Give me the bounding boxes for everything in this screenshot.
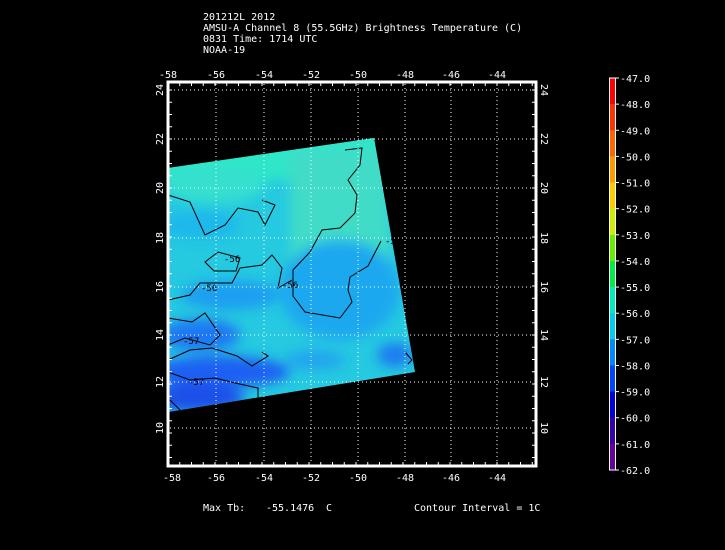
left-lat-labels: 24 22 20 18 16 14 12 10: [155, 84, 166, 434]
lon-label: -52: [302, 473, 320, 484]
lat-label: 16: [155, 281, 166, 293]
contour-label: -56: [201, 284, 217, 294]
colorbar-segment: [610, 260, 615, 288]
lat-label: 16: [538, 281, 549, 293]
colorbar-segment: [610, 182, 615, 210]
contour-lines: [167, 147, 413, 411]
colorbar-segment: [610, 339, 615, 366]
max-tb-value: -55.1476: [266, 503, 315, 514]
colorbar-label: -61.0: [620, 440, 650, 451]
lon-label: -48: [396, 70, 414, 81]
colorbar-label: -60.0: [620, 414, 650, 425]
colorbar-segment: [610, 417, 615, 445]
lat-label: 22: [155, 133, 166, 145]
colorbar: [609, 77, 619, 471]
contour-interval: Contour Interval = 1C: [414, 503, 541, 514]
lon-label: -46: [442, 70, 460, 81]
colorbar-label: -53.0: [620, 231, 650, 242]
axis-ticks: [167, 82, 536, 466]
colorbar-segment: [610, 365, 615, 393]
contour-label: -56: [282, 281, 298, 291]
title-line-2: AMSU-A Channel 8 (55.5GHz) Brightness Te…: [203, 23, 523, 34]
lon-label: -58: [163, 473, 181, 484]
colorbar-segment: [610, 313, 615, 340]
colorbar-label: -62.0: [620, 466, 650, 477]
colorbar-label: -47.0: [620, 74, 650, 85]
colorbar-labels: -47.0 -48.0 -49.0 -50.0 -51.0 -52.0 -53.0 -54.0…: [620, 74, 650, 477]
title-line-1: 201212L 2012: [203, 12, 276, 23]
colorbar-label: -50.0: [620, 152, 650, 163]
lat-label: 20: [538, 182, 549, 194]
lat-label: 24: [538, 84, 549, 96]
lat-label: 14: [538, 329, 549, 341]
lon-label: -50: [349, 70, 367, 81]
lon-label: -44: [488, 473, 506, 484]
contour-label: -56: [224, 255, 240, 265]
contour-label: -57: [188, 378, 204, 388]
colorbar-segment: [610, 156, 615, 184]
title-line-4: NOAA-19: [203, 45, 246, 56]
colorbar-label: -54.0: [620, 257, 650, 268]
colorbar-label: -51.0: [620, 179, 650, 190]
lat-label: 24: [155, 84, 166, 96]
colorbar-label: -58.0: [620, 361, 650, 372]
right-lat-labels: 24 22 20 18 16 14 12 10: [538, 84, 549, 434]
max-tb-label: Max Tb:: [203, 503, 246, 514]
lat-label: 12: [155, 376, 166, 388]
lon-label: -44: [488, 70, 506, 81]
lat-label: 12: [538, 376, 549, 388]
lat-label: 18: [538, 232, 549, 244]
lon-label: -54: [255, 70, 273, 81]
colorbar-segment: [610, 208, 615, 236]
lon-label: -56: [207, 473, 225, 484]
colorbar-label: -48.0: [620, 100, 650, 111]
colorbar-frame: [609, 77, 616, 471]
colorbar-label: -52.0: [620, 205, 650, 216]
lon-label: -50: [349, 473, 367, 484]
colorbar-segment: [610, 234, 615, 262]
colorbar-label: -56.0: [620, 309, 650, 320]
max-tb-unit: C: [326, 503, 333, 514]
brightness-swath: [168, 138, 415, 412]
colorbar-label: -59.0: [620, 388, 650, 399]
contour-label: -56: [385, 237, 401, 247]
lon-label: -52: [302, 70, 320, 81]
lat-lon-grid: [170, 84, 534, 464]
colorbar-segment: [610, 287, 615, 314]
lon-label: -48: [396, 473, 414, 484]
lat-label: 14: [155, 329, 166, 341]
lon-label: -56: [207, 70, 225, 81]
lon-label: -58: [159, 70, 177, 81]
contour-label: -57: [183, 337, 199, 347]
contour-labels: -56 -56 -56 -57 -57 -56: [183, 237, 401, 388]
colorbar-label: -57.0: [620, 335, 650, 346]
lat-label: 22: [538, 133, 549, 145]
lat-label: 18: [155, 232, 166, 244]
lat-label: 20: [155, 182, 166, 194]
title-line-3: 0831 Time: 1714 UTC: [203, 34, 318, 45]
bottom-lon-labels: -58 -56 -54 -52 -50 -48 -46 -44: [163, 473, 506, 484]
colorbar-segment: [610, 443, 615, 471]
lat-label: 10: [538, 422, 549, 434]
top-lon-labels: -58 -56 -54 -52 -50 -48 -46 -44: [159, 70, 506, 81]
lon-label: -54: [255, 473, 273, 484]
lat-label: 10: [155, 422, 166, 434]
colorbar-segment: [610, 104, 615, 131]
lon-label: -46: [442, 473, 460, 484]
colorbar-label: -55.0: [620, 283, 650, 294]
colorbar-segment: [610, 78, 615, 105]
colorbar-label: -49.0: [620, 126, 650, 137]
colorbar-segment: [610, 391, 615, 419]
colorbar-segment: [610, 130, 615, 157]
